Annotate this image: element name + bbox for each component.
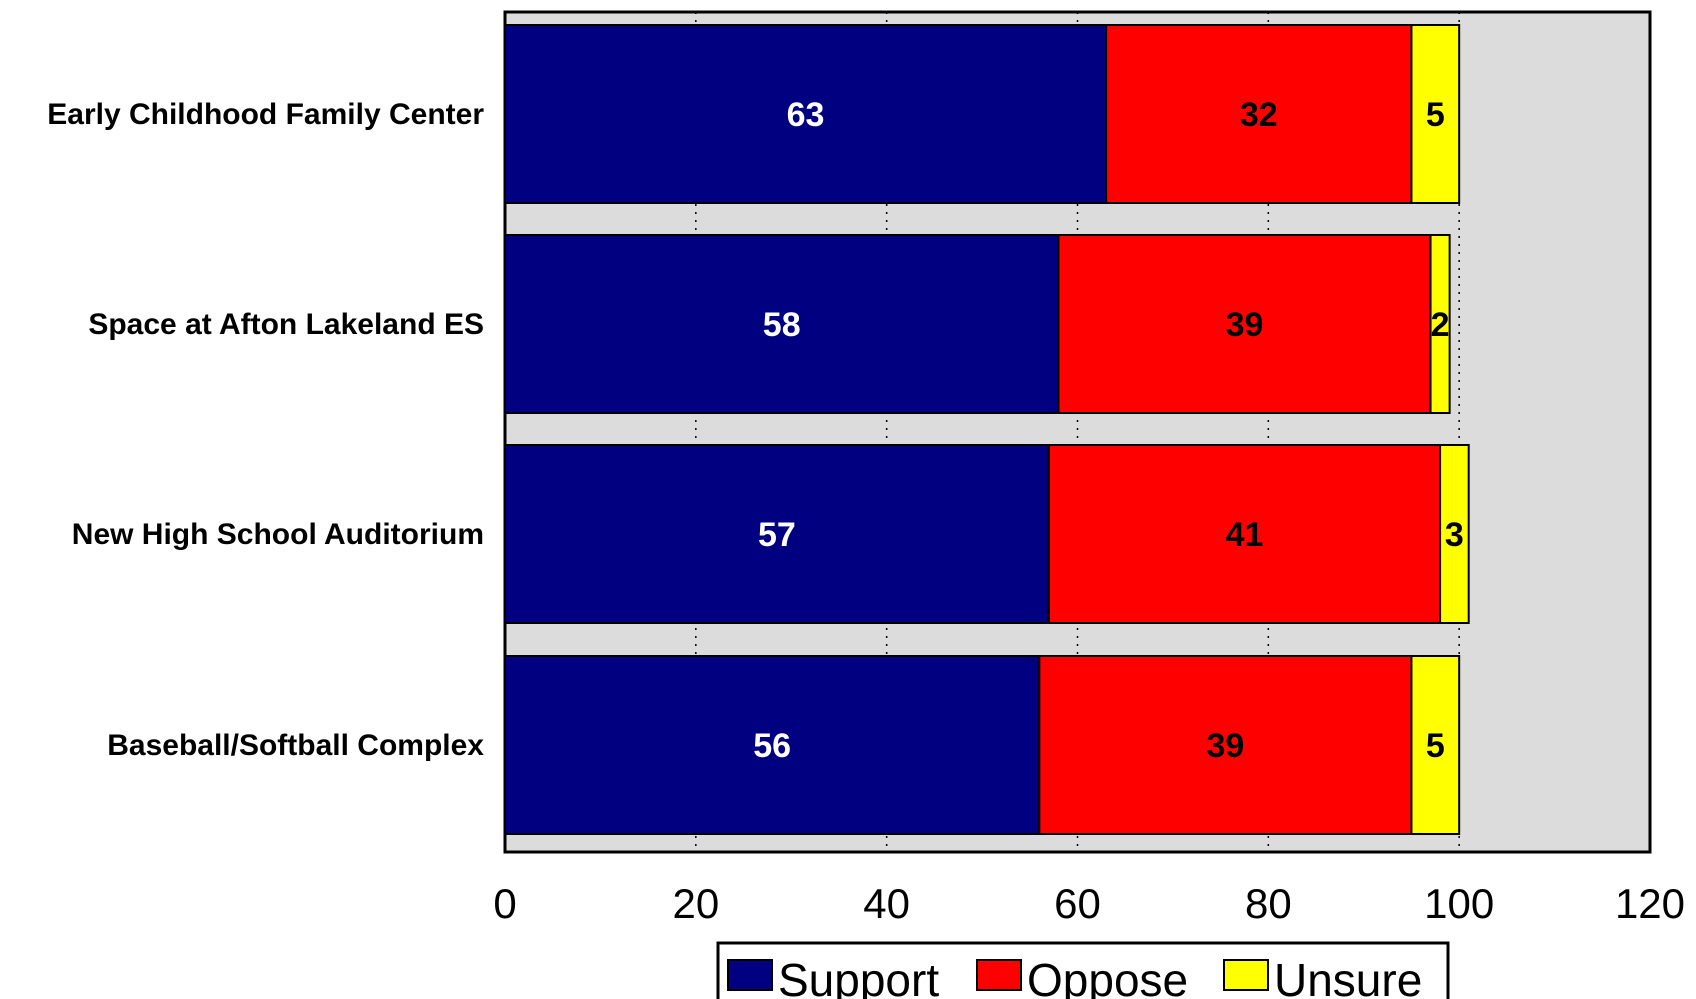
bar-unsure-3: [1410, 655, 1461, 835]
category-labels-group: Early Childhood Family Center Space at Af…: [47, 98, 484, 762]
bar-unsure-1: [1429, 234, 1451, 414]
value-label-unsure-1: 2: [1431, 306, 1450, 344]
x-tick-label-120: 120: [1615, 880, 1685, 927]
legend-label-unsure: Unsure: [1274, 954, 1422, 999]
value-label-unsure-0: 5: [1426, 96, 1445, 134]
bar-oppose-2: [1047, 444, 1442, 624]
legend-swatch-oppose: [976, 959, 1022, 991]
value-label-oppose-3: 39: [1206, 727, 1244, 765]
value-label-unsure-2: 3: [1445, 516, 1464, 554]
bar-oppose-3: [1038, 655, 1413, 835]
value-label-unsure-3: 5: [1426, 727, 1445, 765]
bar-support-1: [504, 234, 1060, 414]
x-tick-label-60: 60: [1054, 880, 1101, 927]
bar-oppose-1: [1057, 234, 1432, 414]
bar-support-3: [504, 655, 1041, 835]
value-label-support-2: 57: [758, 516, 796, 554]
value-labels-group: 63 32 5 58 39 2 57 41 3 56 39 5: [753, 96, 1464, 765]
bar-support-0: [504, 24, 1108, 204]
x-tick-label-80: 80: [1245, 880, 1292, 927]
value-label-support-1: 58: [763, 306, 801, 344]
x-tick-label-20: 20: [672, 880, 719, 927]
legend-label-oppose: Oppose: [1027, 954, 1188, 999]
category-label-0: Early Childhood Family Center: [47, 98, 484, 131]
category-label-1: Space at Afton Lakeland ES: [88, 308, 484, 341]
value-label-oppose-2: 41: [1226, 516, 1264, 554]
legend-swatch-unsure: [1223, 959, 1269, 991]
x-axis-ticks: 0 20 40 60 80 100 120: [493, 880, 1685, 927]
category-label-3: Baseball/Softball Complex: [107, 729, 484, 762]
legend-swatch-support: [727, 959, 773, 991]
category-label-2: New High School Auditorium: [72, 518, 484, 551]
value-label-oppose-1: 39: [1226, 306, 1264, 344]
legend: Support Oppose Unsure: [716, 941, 1450, 999]
value-label-support-0: 63: [787, 96, 825, 134]
x-tick-label-0: 0: [493, 880, 516, 927]
bar-unsure-2: [1439, 444, 1470, 624]
value-label-oppose-0: 32: [1240, 96, 1278, 134]
x-tick-label-40: 40: [863, 880, 910, 927]
bar-unsure-0: [1410, 24, 1461, 204]
value-label-support-3: 56: [753, 727, 791, 765]
legend-box: [716, 941, 1450, 999]
x-tick-label-100: 100: [1424, 880, 1494, 927]
bar-oppose-0: [1105, 24, 1413, 204]
legend-label-support: Support: [778, 954, 939, 999]
bar-support-2: [504, 444, 1050, 624]
bars-group: [504, 24, 1470, 835]
